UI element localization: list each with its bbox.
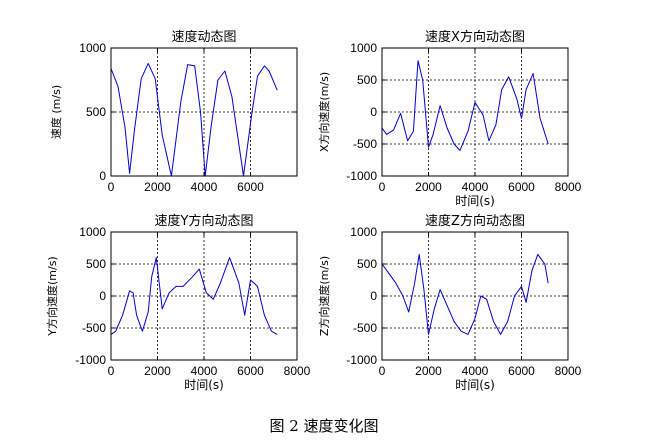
x-tick-label: 0	[108, 364, 115, 378]
x-tick-label: 4000	[462, 180, 489, 194]
y-tick-label: 1000	[79, 41, 106, 55]
x-axis-label: 时间(s)	[184, 378, 224, 392]
chart-title: 速度Z方向动态图	[425, 213, 525, 229]
x-tick-label: 6000	[237, 364, 264, 378]
y-tick-label: -1000	[346, 169, 377, 183]
chart-title: 速度Y方向动态图	[155, 213, 254, 229]
x-tick-label: 8000	[555, 364, 582, 378]
y-tick-label: -500	[82, 321, 106, 335]
x-tick-label: 4000	[191, 180, 218, 194]
y-tick-label: -500	[353, 321, 377, 335]
y-tick-label: 1000	[350, 41, 377, 55]
x-tick-label: 4000	[462, 364, 489, 378]
series-line-1	[110, 257, 278, 335]
y-tick-label: 1000	[79, 225, 106, 239]
y-tick-label: 500	[86, 257, 106, 271]
x-tick-label: 0	[379, 364, 386, 378]
series-line-1	[381, 253, 549, 335]
y-tick-label: 0	[370, 289, 377, 303]
y-axis-label: X方向速度(m/s)	[317, 72, 331, 152]
x-tick-label: 2000	[144, 180, 171, 194]
y-axis-label: 速度 (m/s)	[49, 85, 63, 139]
x-tick-label: 6000	[237, 180, 264, 194]
chart-panel-2: 0 2000 4000 6000 8000 -1000 -500 0 500 1000 速度X方向动…	[317, 29, 582, 208]
y-axis-label: Z方向速度(m/s)	[317, 256, 331, 336]
chart-title: 速度X方向动态图	[425, 29, 525, 45]
y-tick-label: 1000	[350, 225, 377, 239]
y-tick-label: 500	[86, 105, 106, 119]
series-line-1	[381, 60, 549, 151]
series-line-1	[110, 62, 278, 177]
figure-caption: 图 2 速度变化图	[269, 417, 379, 435]
y-tick-label: 500	[357, 257, 377, 271]
chart-title: 速度动态图	[171, 29, 236, 45]
x-tick-label: 4000	[191, 364, 218, 378]
x-tick-label: 6000	[508, 364, 535, 378]
y-tick-label: -500	[353, 137, 377, 151]
y-tick-label: 500	[357, 73, 377, 87]
x-tick-label: 0	[108, 180, 115, 194]
x-axis-label: 时间(s)	[455, 378, 495, 392]
y-tick-label: -1000	[75, 353, 106, 367]
y-axis-label: Y方向速度(m/s)	[45, 256, 59, 336]
x-tick-label: 8000	[555, 180, 582, 194]
y-tick-label: 0	[370, 105, 377, 119]
y-tick-label: 0	[99, 169, 106, 183]
x-tick-label: 6000	[508, 180, 535, 194]
x-tick-label: 0	[379, 180, 386, 194]
y-tick-label: -1000	[346, 353, 377, 367]
x-axis-label: 时间(s)	[455, 194, 495, 208]
x-tick-label: 2000	[144, 364, 171, 378]
chart-panel-3: 0 2000 4000 6000 8000 -1000 -500 0 500 1000 速度Y方向动…	[45, 213, 311, 392]
y-tick-label: 0	[99, 289, 106, 303]
x-tick-label: 2000	[415, 180, 442, 194]
x-tick-label: 8000	[284, 364, 311, 378]
x-tick-label: 2000	[415, 364, 442, 378]
chart-panel-4: 0 2000 4000 6000 8000 -1000 -500 0 500 1000 速度Z方向动…	[317, 213, 582, 392]
